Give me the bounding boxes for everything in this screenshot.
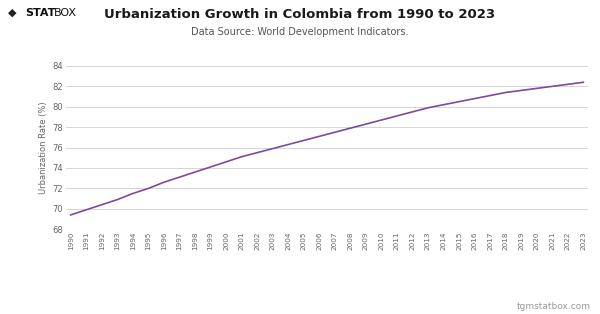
Text: tgmstatbox.com: tgmstatbox.com <box>517 302 591 311</box>
Text: STAT: STAT <box>25 8 56 18</box>
Text: Urbanization Growth in Colombia from 1990 to 2023: Urbanization Growth in Colombia from 199… <box>104 8 496 21</box>
Text: ◆: ◆ <box>8 8 16 18</box>
Y-axis label: Urbanization Rate (%): Urbanization Rate (%) <box>40 101 49 194</box>
Text: BOX: BOX <box>53 8 76 18</box>
Text: Data Source: World Development Indicators.: Data Source: World Development Indicator… <box>191 27 409 37</box>
